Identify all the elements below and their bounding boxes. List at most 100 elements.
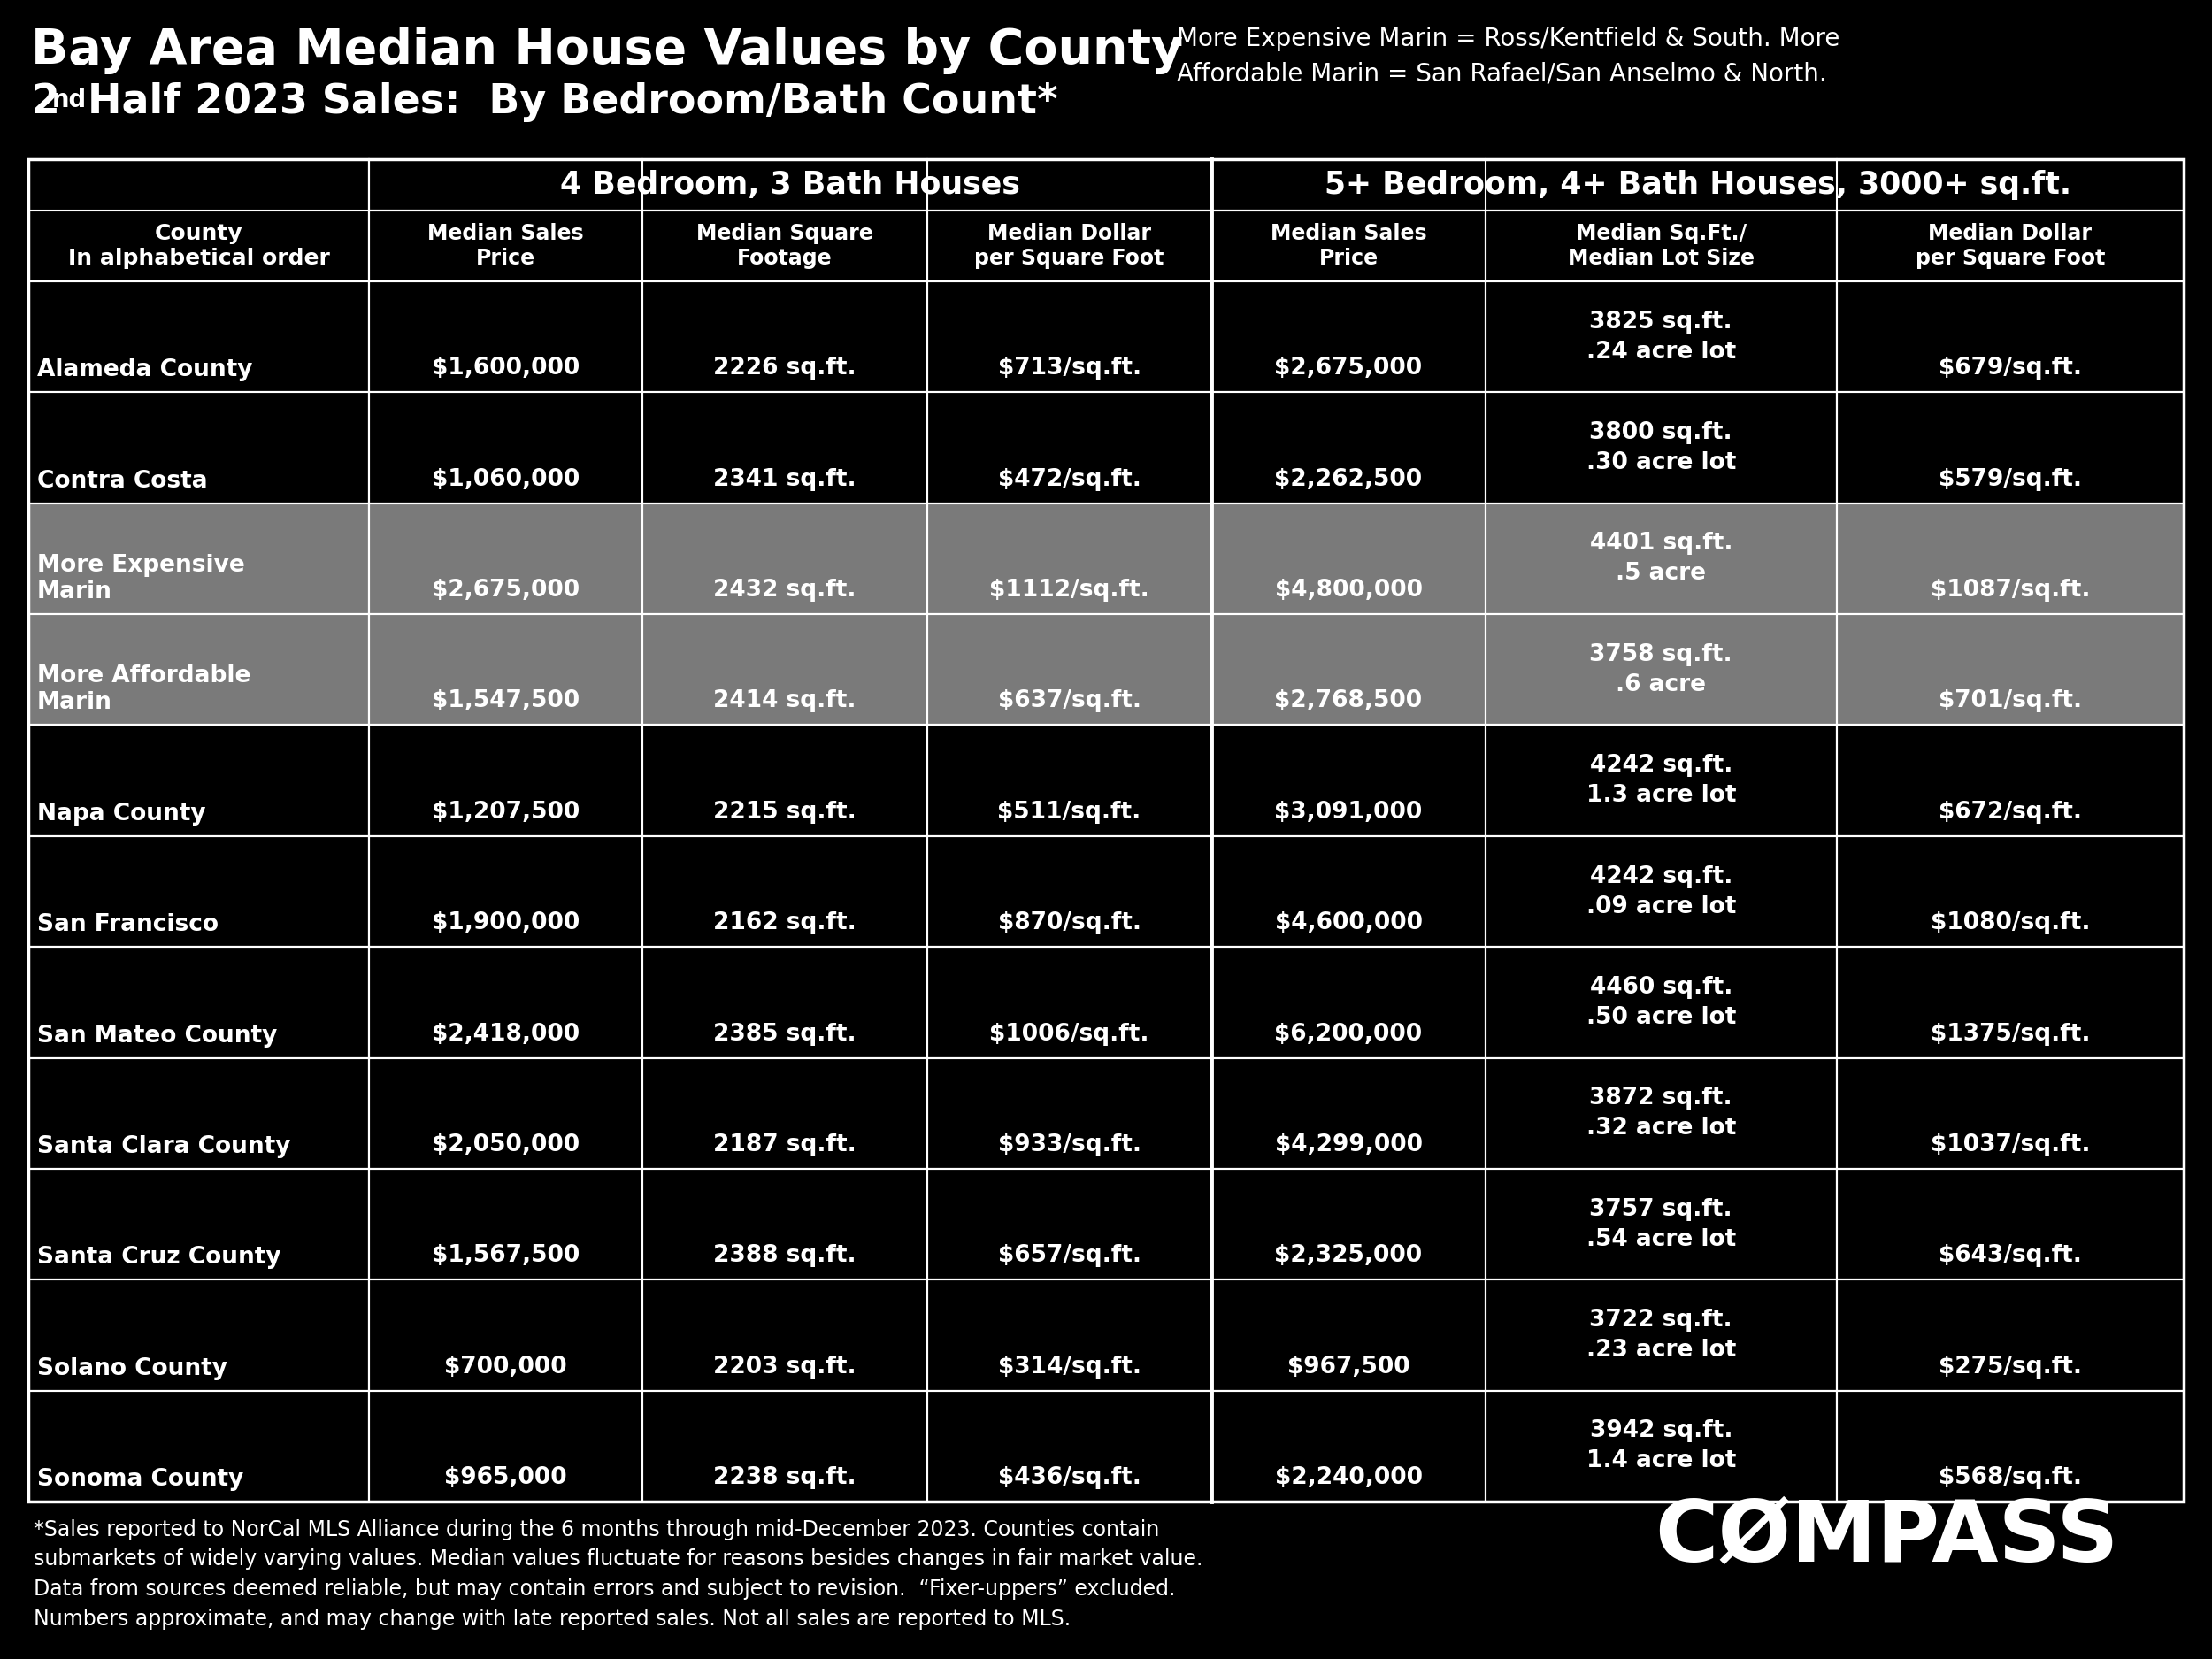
Bar [1212,159,2183,211]
Text: Median Sq.Ft./
Median Lot Size: Median Sq.Ft./ Median Lot Size [1568,222,1754,269]
Bar [1836,836,2183,947]
Bar [644,947,927,1058]
Bar [29,836,369,947]
Bar [1484,725,1836,836]
Bar [927,392,1212,503]
Bar [369,503,644,614]
Text: 2162 sq.ft.: 2162 sq.ft. [712,911,856,934]
Text: $1,060,000: $1,060,000 [431,468,580,491]
Bar [1484,1279,1836,1390]
Bar [1212,1058,1484,1168]
Bar [644,1168,927,1279]
Bar [1836,1390,2183,1501]
Text: $965,000: $965,000 [445,1467,566,1490]
Text: $1112/sq.ft.: $1112/sq.ft. [989,579,1150,602]
Bar [1212,211,1484,282]
Bar [369,159,1212,211]
Bar [927,211,1212,282]
Bar [29,725,369,836]
Text: $870/sq.ft.: $870/sq.ft. [998,911,1141,934]
Text: Santa Clara County: Santa Clara County [38,1135,290,1158]
Bar [1484,947,1836,1058]
Bar [644,503,927,614]
Text: $1,567,500: $1,567,500 [431,1244,580,1267]
Bar [369,614,644,725]
Bar [1836,392,2183,503]
Text: $1037/sq.ft.: $1037/sq.ft. [1931,1133,2090,1156]
Text: 4 Bedroom, 3 Bath Houses: 4 Bedroom, 3 Bath Houses [560,169,1020,201]
Bar [29,1390,369,1501]
Bar [927,1168,1212,1279]
Text: $4,800,000: $4,800,000 [1274,579,1422,602]
Text: $1080/sq.ft.: $1080/sq.ft. [1931,911,2090,934]
Bar [644,211,927,282]
Bar [927,282,1212,392]
Text: 2385 sq.ft.: 2385 sq.ft. [712,1022,856,1045]
Text: 2226 sq.ft.: 2226 sq.ft. [712,357,856,380]
Bar [1484,1058,1836,1168]
Bar [1836,614,2183,725]
Text: $672/sq.ft.: $672/sq.ft. [1938,801,2081,823]
Text: San Mateo County: San Mateo County [38,1024,276,1047]
Text: $643/sq.ft.: $643/sq.ft. [1938,1244,2081,1267]
Bar [1212,725,1484,836]
Text: Median Sales
Price: Median Sales Price [1270,222,1427,269]
Bar [1212,947,1484,1058]
Text: 2215 sq.ft.: 2215 sq.ft. [712,801,856,823]
Text: 2187 sq.ft.: 2187 sq.ft. [712,1133,856,1156]
Text: 3942 sq.ft.
1.4 acre lot: 3942 sq.ft. 1.4 acre lot [1586,1420,1736,1473]
Text: $657/sq.ft.: $657/sq.ft. [998,1244,1141,1267]
Bar [369,1058,644,1168]
Bar [644,1279,927,1390]
Text: More Expensive Marin = Ross/Kentfield & South. More
Affordable Marin = San Rafae: More Expensive Marin = Ross/Kentfield & … [1177,27,1840,86]
Text: 2414 sq.ft.: 2414 sq.ft. [714,690,856,713]
Bar [1484,836,1836,947]
Bar [369,836,644,947]
Bar [369,1168,644,1279]
Text: $511/sq.ft.: $511/sq.ft. [998,801,1141,823]
Text: $1,547,500: $1,547,500 [431,690,580,713]
Text: Sonoma County: Sonoma County [38,1468,243,1491]
Text: Median Square
Footage: Median Square Footage [697,222,874,269]
Text: $2,240,000: $2,240,000 [1274,1467,1422,1490]
Bar [644,836,927,947]
Text: $637/sq.ft.: $637/sq.ft. [998,690,1141,713]
Bar [1836,1058,2183,1168]
Bar [1484,1168,1836,1279]
Text: $2,418,000: $2,418,000 [431,1022,580,1045]
Bar [29,947,369,1058]
Bar [369,392,644,503]
Text: 4242 sq.ft.
1.3 acre lot: 4242 sq.ft. 1.3 acre lot [1586,753,1736,806]
Text: Half 2023 Sales:  By Bedroom/Bath Count*: Half 2023 Sales: By Bedroom/Bath Count* [73,83,1057,123]
Bar [1836,503,2183,614]
Text: $314/sq.ft.: $314/sq.ft. [998,1355,1141,1379]
Bar [1212,392,1484,503]
Text: $2,050,000: $2,050,000 [431,1133,580,1156]
Bar [369,947,644,1058]
Text: 3825 sq.ft.
.24 acre lot: 3825 sq.ft. .24 acre lot [1586,310,1736,363]
Bar [1836,282,2183,392]
Bar [1836,1168,2183,1279]
Text: $2,675,000: $2,675,000 [1274,357,1422,380]
Text: 4401 sq.ft.
.5 acre: 4401 sq.ft. .5 acre [1590,533,1732,586]
Bar [1212,614,1484,725]
Bar [29,503,369,614]
Bar [1836,947,2183,1058]
Bar [1212,282,1484,392]
Bar [1212,1279,1484,1390]
Bar [29,392,369,503]
Text: 2203 sq.ft.: 2203 sq.ft. [712,1355,856,1379]
Text: $700,000: $700,000 [445,1355,566,1379]
Text: $967,500: $967,500 [1287,1355,1409,1379]
Text: 3722 sq.ft.
.23 acre lot: 3722 sq.ft. .23 acre lot [1586,1309,1736,1362]
Bar [29,614,369,725]
Text: $4,299,000: $4,299,000 [1274,1133,1422,1156]
Text: $1087/sq.ft.: $1087/sq.ft. [1931,579,2090,602]
Text: San Francisco: San Francisco [38,912,219,936]
Text: *Sales reported to NorCal MLS Alliance during the 6 months through mid-December : *Sales reported to NorCal MLS Alliance d… [33,1520,1203,1629]
Text: 2432 sq.ft.: 2432 sq.ft. [714,579,856,602]
Text: $2,768,500: $2,768,500 [1274,690,1422,713]
Bar [1836,1279,2183,1390]
Text: nd: nd [53,88,86,113]
Bar [1212,1168,1484,1279]
